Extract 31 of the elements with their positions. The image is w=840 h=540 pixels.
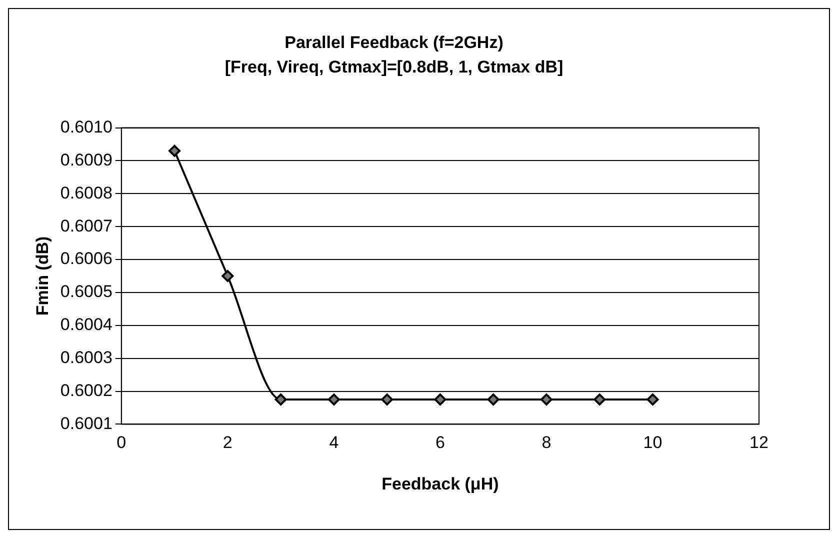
point [487, 394, 500, 406]
point [646, 394, 659, 406]
point [328, 394, 340, 406]
y-axis-title: Fmin (dB) [32, 236, 52, 316]
x-tick-label: 0 [116, 433, 126, 452]
x-tick-label: 6 [435, 433, 445, 452]
x-tick-label: 8 [542, 433, 552, 452]
y-tick-label: 0.6001 [60, 414, 112, 433]
point [274, 394, 287, 406]
point [434, 394, 446, 406]
x-tick-label: 2 [222, 433, 232, 452]
point [381, 394, 394, 406]
y-tick-label: 0.6005 [60, 282, 112, 302]
y-tick-label: 0.6008 [60, 183, 112, 202]
point [594, 394, 606, 406]
y-tick-label: 0.6009 [60, 150, 112, 170]
y-tick-label: 0.6010 [60, 117, 112, 136]
chart-subtitle: [Freq, Vireq, Gtmax]=[0.8dB, 1, Gtmax dB] [224, 57, 564, 76]
x-tick-label: 10 [643, 433, 662, 452]
x-tick-label: 4 [329, 433, 339, 452]
y-tick-label: 0.6002 [60, 380, 112, 400]
point [168, 144, 181, 157]
y-tick-label: 0.6007 [60, 216, 112, 236]
x-tick-label: 12 [750, 433, 768, 452]
y-tick-label: 0.6004 [60, 315, 112, 334]
y-tick-label: 0.6006 [60, 249, 112, 268]
x-axis-title: Feedback (μH) [382, 474, 499, 494]
y-tick-label: 0.6003 [60, 348, 112, 368]
chart-title: Parallel Feedback (f=2GHz) [284, 32, 504, 52]
point [540, 394, 552, 406]
point [222, 270, 234, 282]
